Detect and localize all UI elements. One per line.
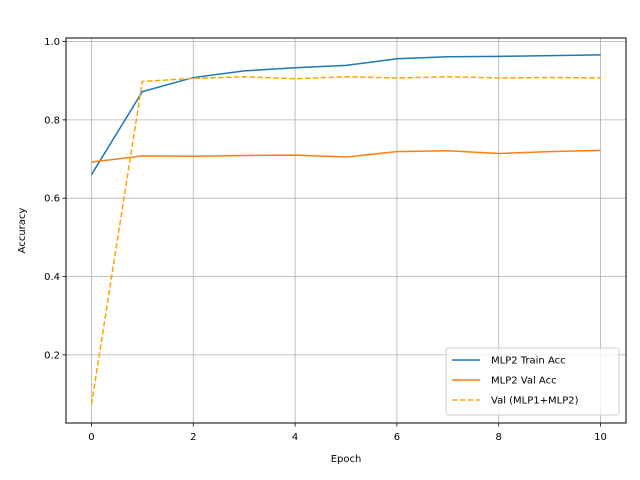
legend-box [445, 347, 620, 416]
y-tick-label: 0.6 [44, 194, 60, 205]
x-axis-label: Epoch [331, 454, 362, 465]
x-tick-label: 2 [190, 432, 196, 443]
x-tick-label: 6 [394, 432, 400, 443]
x-tick-label: 4 [292, 432, 298, 443]
x-tick-label: 8 [496, 432, 502, 443]
y-tick-label: 1.0 [44, 37, 60, 48]
x-tick-label: 0 [88, 432, 94, 443]
y-tick-label: 0.8 [44, 115, 60, 126]
plot-lines [90, 54, 601, 405]
legend-label-2: MLP2 Val Acc [491, 376, 557, 387]
y-axis-label: Accuracy [17, 208, 28, 254]
legend-label-1: MLP2 Train Acc [491, 356, 566, 367]
axis-ticks: 0 2 4 6 8 10 0.2 0.4 0.6 0.8 1.0 [44, 37, 607, 443]
legend-label-3: Val (MLP1+MLP2) [491, 396, 579, 407]
series-line-2 [91, 149, 601, 163]
y-tick-label: 0.2 [44, 350, 60, 361]
legend: MLP2 Train Acc MLP2 Val Acc Val (MLP1+MLP2… [445, 347, 620, 416]
grid [66, 38, 626, 423]
y-tick-label: 0.4 [44, 272, 60, 283]
series-line-3 [90, 76, 601, 405]
series-line-1 [90, 54, 601, 176]
plot-area-frame [65, 37, 627, 424]
x-tick-label: 10 [594, 432, 607, 443]
